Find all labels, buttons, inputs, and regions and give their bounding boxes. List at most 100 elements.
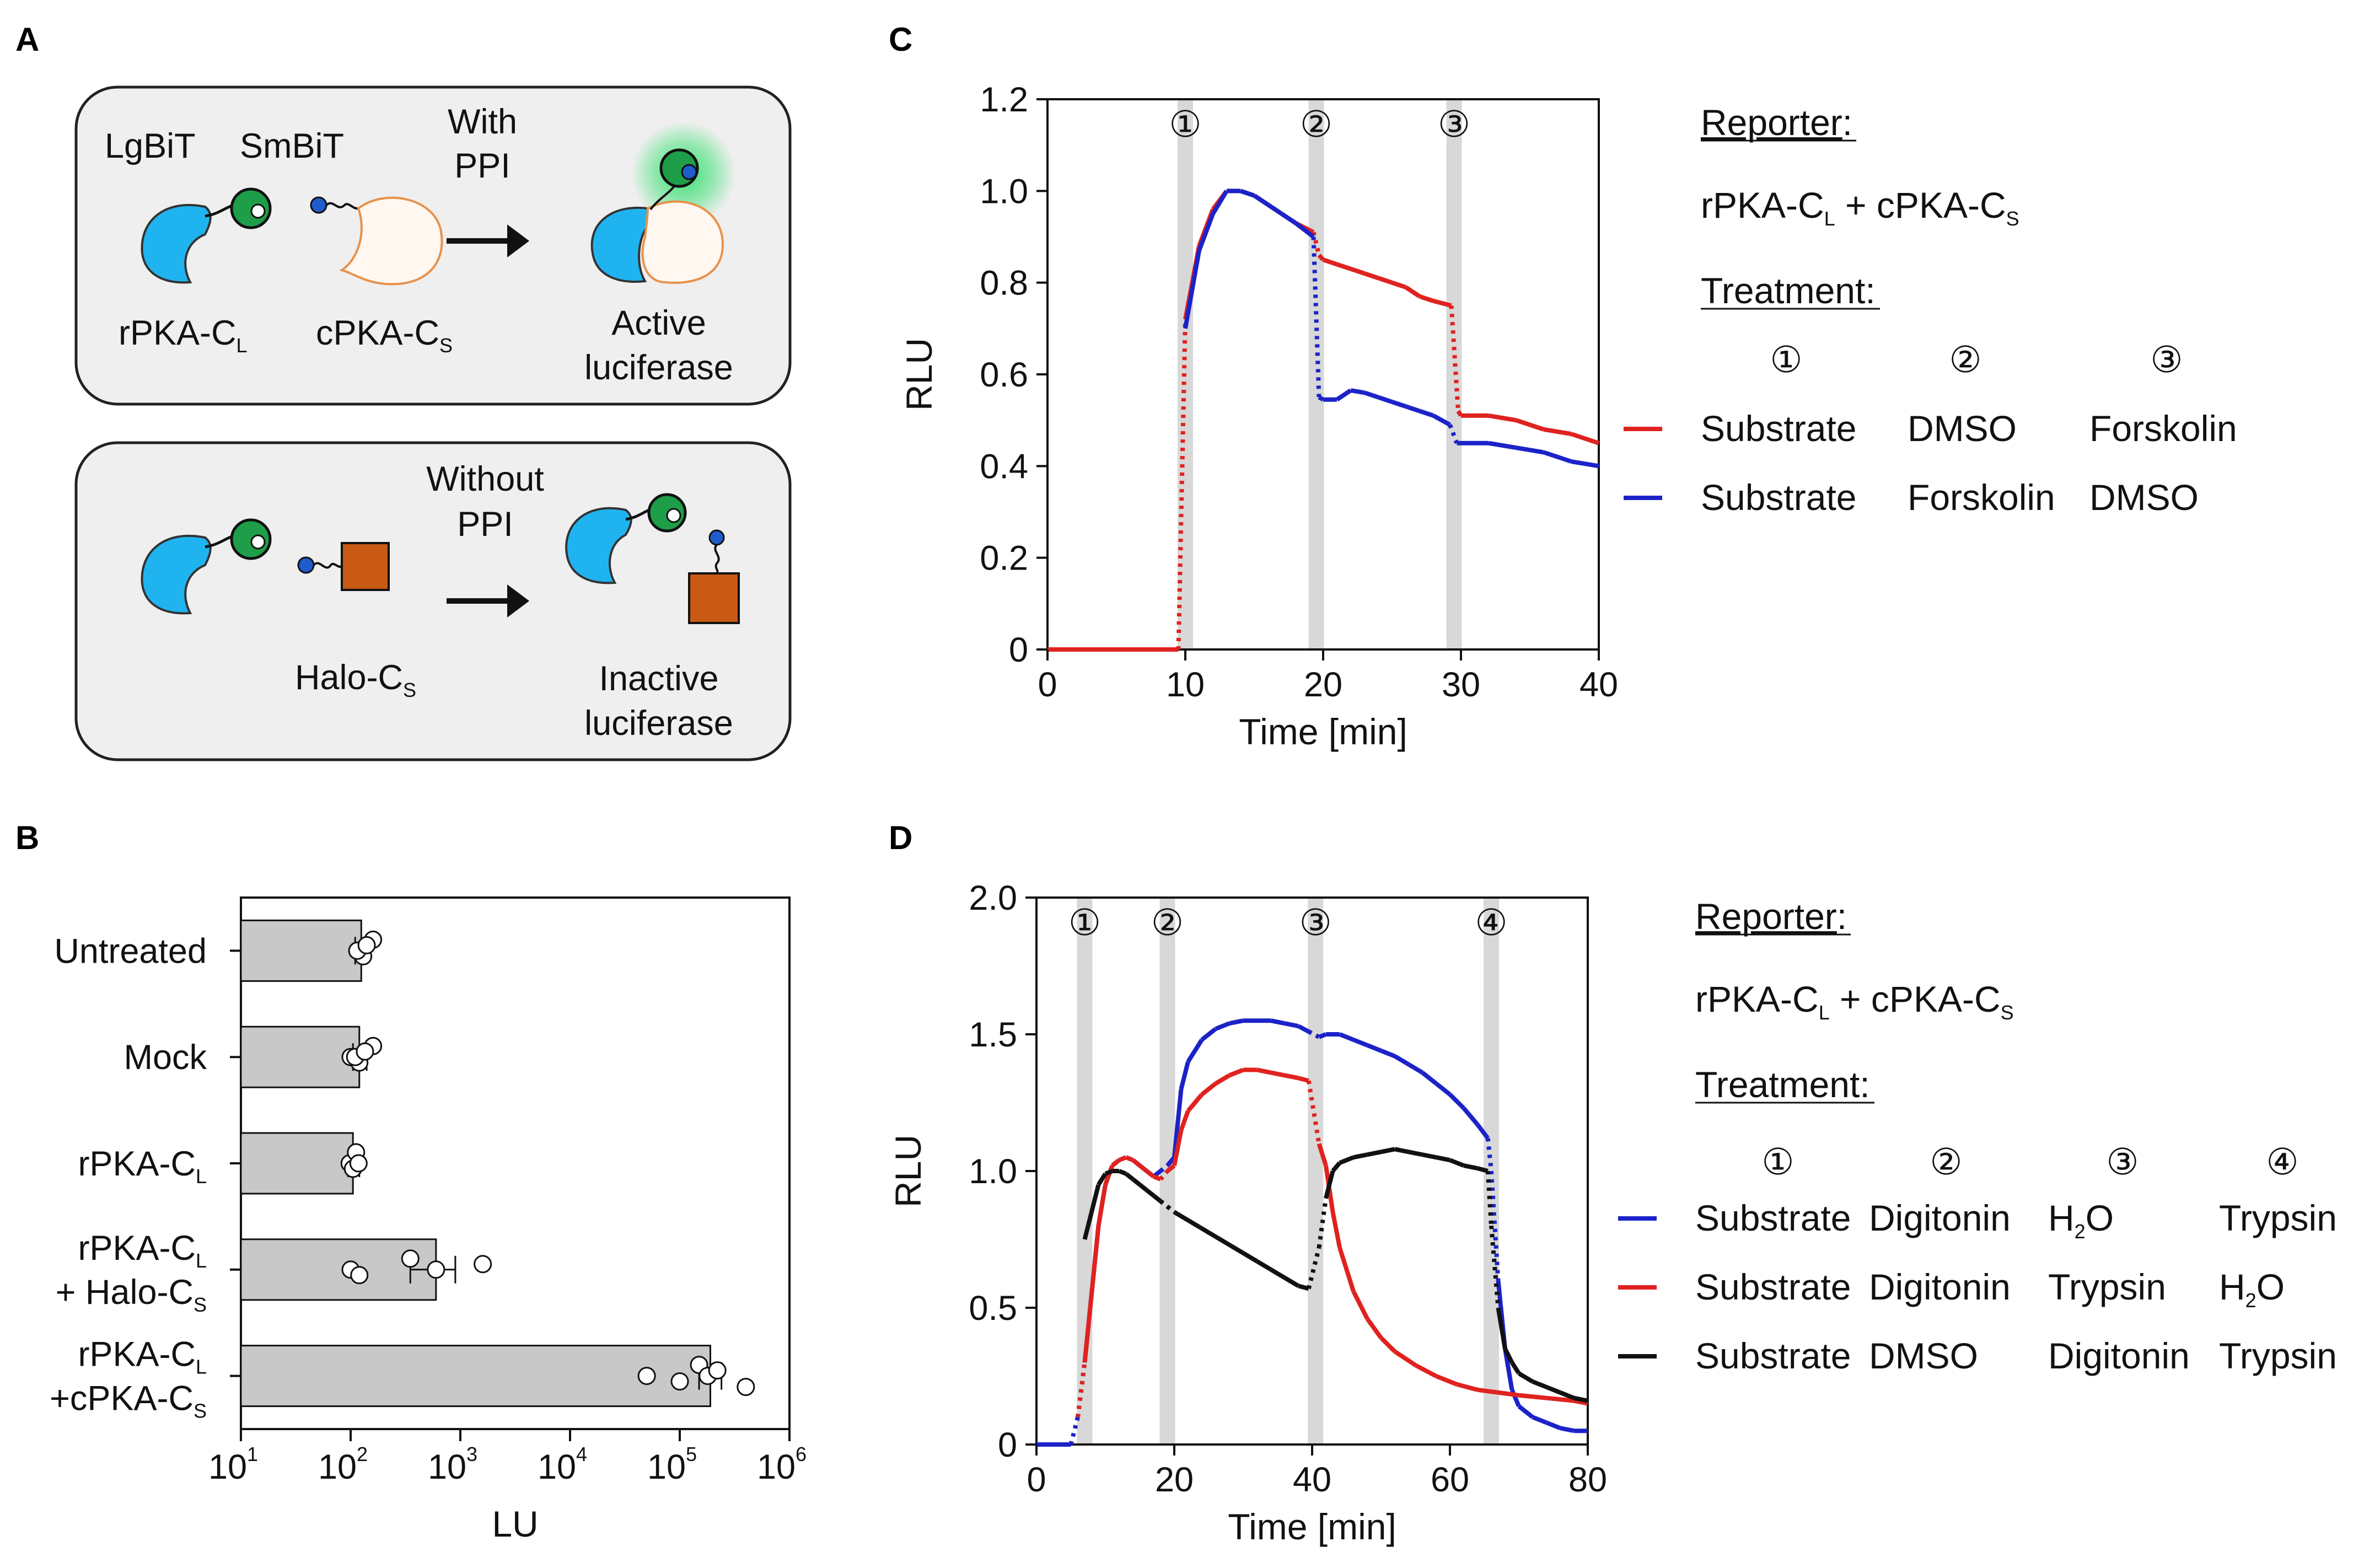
legend-reporter-value: rPKA-CL + cPKA-CS	[1701, 185, 2019, 230]
legend-treatment-title-text: Treatment	[1701, 270, 1865, 311]
series-segment	[1503, 1347, 1514, 1364]
series-segment	[1103, 1164, 1115, 1186]
series-segment	[1545, 1385, 1561, 1395]
smbit-icon	[310, 196, 327, 214]
inactive-label-1: Inactive	[599, 659, 718, 698]
series-segment	[1414, 1363, 1437, 1378]
series-segment-dotted	[1489, 1225, 1501, 1308]
series-segment	[1532, 1415, 1548, 1425]
legend-reporter-sub1: L	[1819, 1001, 1830, 1024]
inactive-label-2: luciferase	[584, 704, 733, 743]
legend-cell: Substrate	[1695, 1266, 1851, 1307]
category-label-2-text: + Halo-C	[56, 1273, 194, 1312]
series-segment	[1215, 1021, 1231, 1031]
x-tick-label: 30	[1442, 665, 1480, 704]
category-label-2-sub: S	[194, 1400, 207, 1422]
series-segment	[1393, 1350, 1417, 1367]
series-segment	[1145, 1188, 1155, 1198]
series-segment-dotted	[1166, 1205, 1176, 1214]
x-tick-label: 104	[538, 1443, 587, 1486]
series-segment	[1456, 1382, 1479, 1392]
x-tick-label: 60	[1431, 1460, 1469, 1499]
legend-reporter-sub2: S	[2006, 207, 2019, 230]
series-segment	[1211, 190, 1229, 215]
series-segment	[1082, 1211, 1094, 1240]
series-segment	[1318, 1032, 1327, 1039]
series-segment	[1497, 1390, 1519, 1398]
series-segment	[1270, 1070, 1285, 1078]
legend-treatment-title: Treatment:	[1701, 270, 1876, 311]
series-segment	[1543, 450, 1572, 464]
series-segment	[1284, 1021, 1299, 1029]
legend-cell: Substrate	[1701, 408, 1857, 449]
panel-label-d: D	[889, 819, 912, 856]
series-segment-dotted	[1176, 319, 1188, 650]
series-segment	[1509, 1389, 1521, 1408]
series-segment	[1573, 1395, 1588, 1403]
legend-cell-text: Trypsin	[2219, 1198, 2337, 1238]
series-segment	[1339, 1155, 1355, 1165]
series-segment	[1104, 1169, 1113, 1176]
series-segment	[1284, 1073, 1299, 1081]
series-segment	[1377, 395, 1393, 404]
series-segment	[1570, 432, 1600, 445]
series-segment	[1545, 1420, 1561, 1430]
legend-cell: H2O	[2219, 1266, 2285, 1312]
series-segment-dotted	[1317, 1198, 1328, 1248]
schematic-top-box: LgBiT SmBiT rPKA-CL cPKA-CS With PPI Act…	[74, 85, 792, 406]
category-label-text: Mock	[123, 1038, 207, 1077]
series-segment	[1435, 1374, 1458, 1387]
legend-colon: :	[1837, 896, 1847, 937]
series-segment	[1255, 1259, 1272, 1271]
legend-cell-text: Trypsin	[2219, 1335, 2337, 1376]
category-label-text: rPKA-C	[78, 1335, 196, 1374]
bar	[240, 1025, 361, 1088]
series-segment	[1336, 262, 1352, 271]
cpka-label-top: cPKA-CS	[316, 314, 453, 357]
bar	[240, 1345, 711, 1408]
ppi-label-bottom: PPI	[457, 505, 513, 544]
category-label-2: +cPKA-CS	[50, 1379, 207, 1422]
halo-tag-icon	[341, 542, 390, 591]
series-segment	[1449, 1158, 1465, 1168]
series-segment-dotted	[1159, 1163, 1169, 1173]
x-tick-label: 20	[1304, 665, 1342, 704]
series-segment	[1125, 1155, 1134, 1162]
panel-label-b: B	[15, 819, 39, 856]
rpka-label-top: rPKA-CL	[119, 314, 248, 357]
series-segment	[1183, 250, 1201, 329]
legend-colon: :	[1842, 102, 1852, 143]
series-segment	[1197, 213, 1215, 251]
series-segment	[1200, 1027, 1217, 1042]
legend-cell-text: H	[2048, 1198, 2075, 1238]
series-segment	[1186, 1038, 1204, 1063]
data-point	[637, 1367, 656, 1386]
legend-cell: Forskolin	[1908, 477, 2055, 518]
smbit-label: SmBiT	[240, 127, 344, 165]
series-segment	[1331, 1161, 1342, 1173]
series-segment	[1477, 1387, 1499, 1395]
legend-cell-text: DMSO	[1869, 1335, 1978, 1376]
legend-cell-text: DMSO	[2089, 477, 2199, 518]
series-segment	[1280, 212, 1297, 225]
series-segment	[1350, 266, 1366, 276]
series-segment	[1510, 1361, 1521, 1375]
series-segment	[1125, 1172, 1135, 1182]
series-segment	[1166, 1163, 1176, 1173]
category-label: rPKA-CL	[78, 1145, 207, 1188]
x-tick-label: 102	[318, 1443, 368, 1486]
legend-cell-text: Trypsin	[2048, 1266, 2166, 1307]
x-tick-label: 0	[1027, 1460, 1046, 1499]
series-segment	[1516, 445, 1544, 455]
series-segment	[1559, 1390, 1575, 1400]
x-tick-base: 10	[647, 1448, 686, 1486]
series-segment-dotted	[1068, 1416, 1080, 1445]
series-segment	[1214, 1073, 1231, 1086]
treatment-band	[1308, 898, 1324, 1445]
series-segment	[1546, 1395, 1575, 1403]
legend-c: Reporter: rPKA-CL + cPKA-CS Treatment: ① ② ③ S…	[1624, 102, 2237, 518]
series-segment-dotted	[1306, 1247, 1321, 1290]
series-segment	[1365, 1317, 1383, 1339]
series-segment	[1436, 1155, 1450, 1163]
